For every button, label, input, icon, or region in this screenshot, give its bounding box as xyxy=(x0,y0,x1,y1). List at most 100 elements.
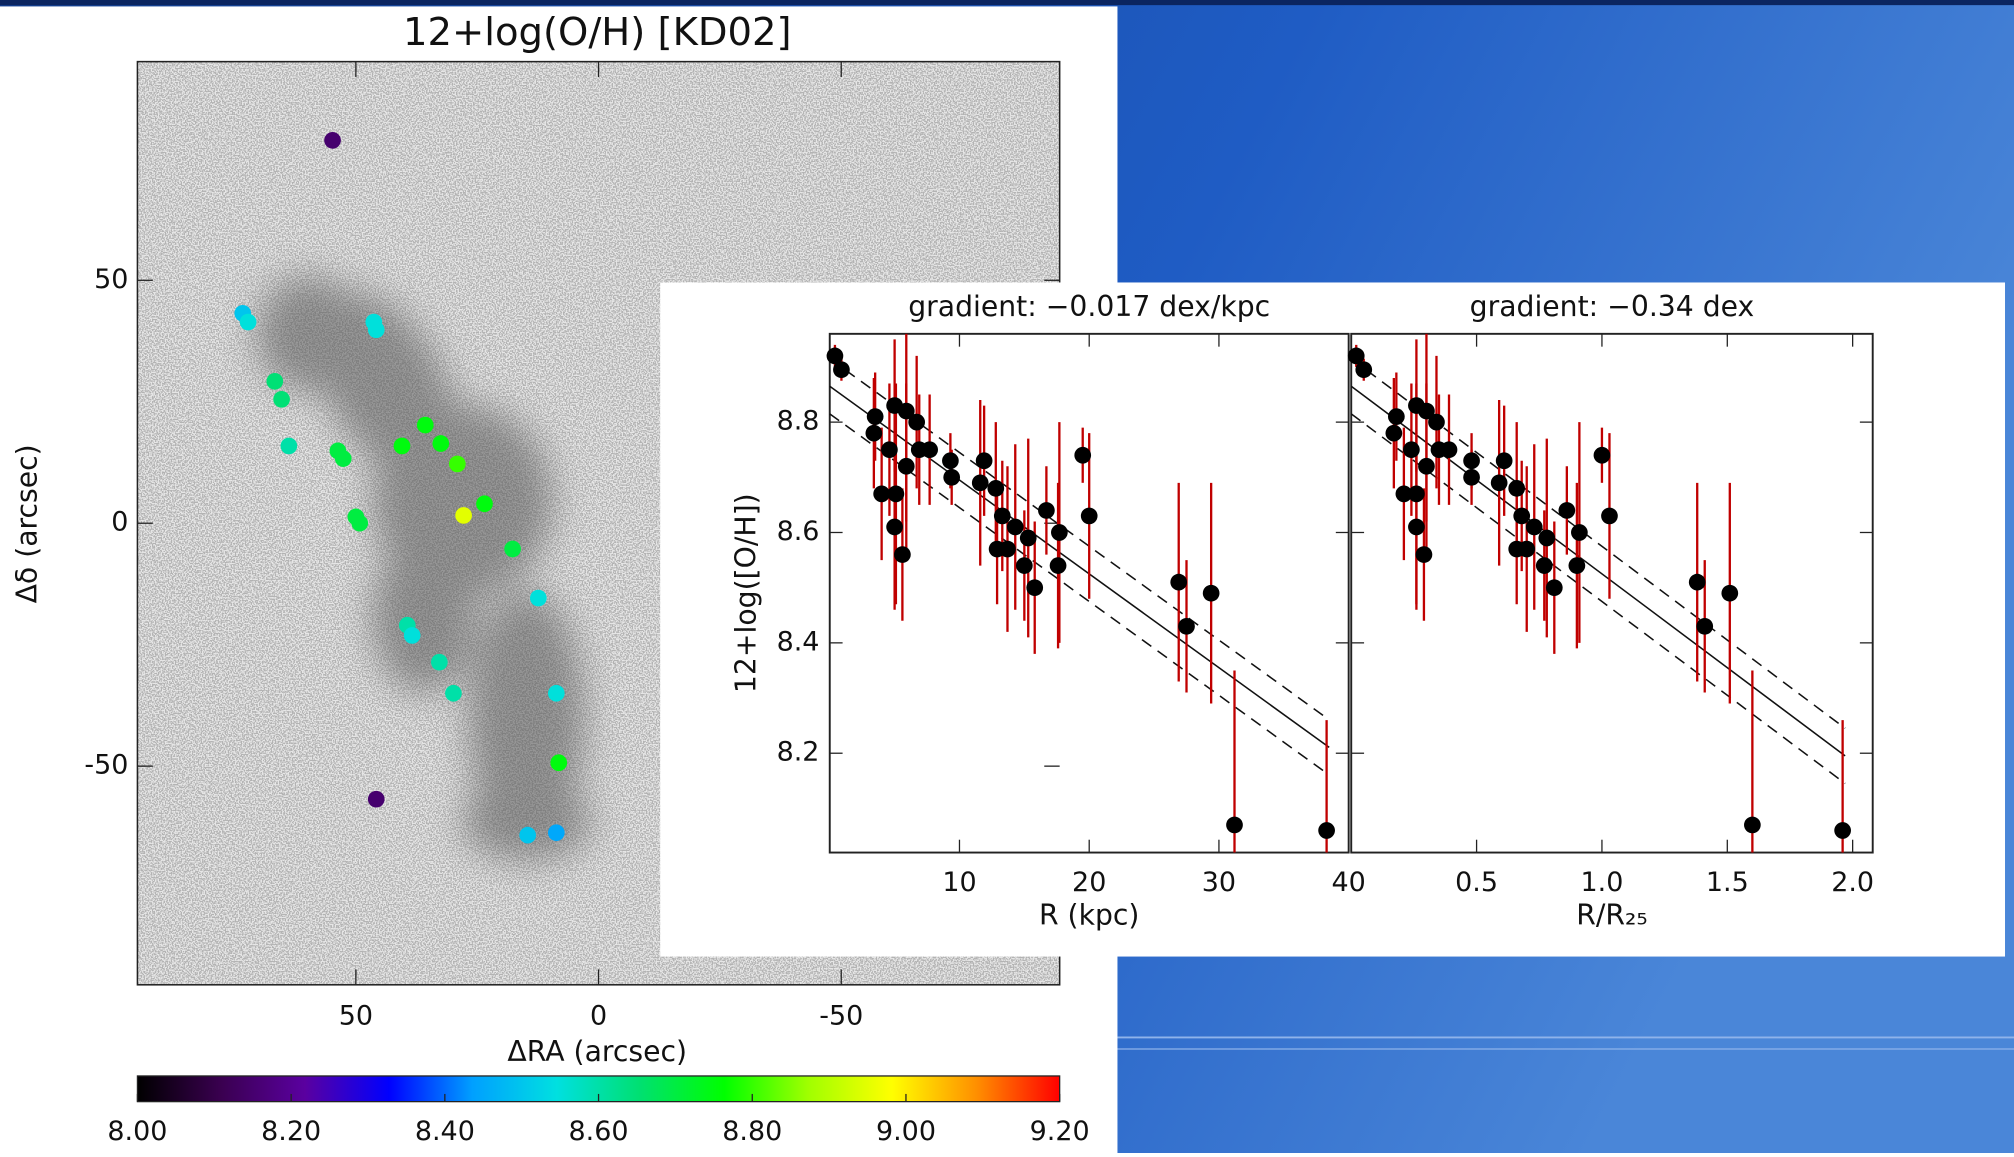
x-tick-label: 40 xyxy=(1332,867,1366,898)
region-point xyxy=(351,514,369,532)
data-point xyxy=(1593,446,1611,464)
region-point xyxy=(445,684,462,702)
colorbar-tick-label: 8.80 xyxy=(722,1116,782,1147)
data-point xyxy=(1696,617,1714,635)
colorbar-tick-label: 8.20 xyxy=(261,1116,321,1147)
data-point xyxy=(873,485,890,503)
data-point xyxy=(1395,485,1413,503)
x-tick-label: 1.5 xyxy=(1706,867,1749,898)
data-point xyxy=(1535,557,1553,574)
data-point xyxy=(881,441,898,459)
x-tick-label: 50 xyxy=(339,1000,373,1031)
data-point xyxy=(1568,557,1586,574)
y-tick-label: 8.4 xyxy=(777,626,820,657)
data-point xyxy=(1408,485,1425,503)
x-axis-title: ΔRA (arcsec) xyxy=(507,1035,687,1068)
gradient-panel xyxy=(660,282,2006,957)
x-tick-label: 1.0 xyxy=(1581,867,1624,898)
data-point xyxy=(1415,546,1433,563)
data-point xyxy=(1545,579,1563,597)
region-point xyxy=(547,684,565,702)
region-point xyxy=(448,455,466,473)
region-point xyxy=(273,390,290,408)
map-title: 12+log(O/H) [KD02] xyxy=(403,10,792,55)
data-point xyxy=(1074,446,1092,464)
region-point xyxy=(403,627,421,644)
data-point xyxy=(1347,347,1365,365)
data-point xyxy=(1408,518,1425,536)
colorbar-tick-label: 9.00 xyxy=(876,1116,936,1147)
data-point xyxy=(1834,822,1851,839)
data-point xyxy=(1744,816,1761,834)
x-tick-label: 10 xyxy=(942,867,976,898)
data-point xyxy=(1318,822,1335,839)
y-tick-label: 8.2 xyxy=(777,737,820,768)
y-tick-label: -50 xyxy=(84,750,128,781)
top-bar xyxy=(0,0,2014,6)
colorbar-tick-label: 8.00 xyxy=(107,1116,167,1147)
data-point xyxy=(1355,361,1373,379)
data-point xyxy=(1178,617,1195,635)
data-point xyxy=(1226,816,1243,834)
data-point xyxy=(971,474,989,492)
data-point xyxy=(887,485,905,503)
data-point xyxy=(993,507,1011,525)
fit-scatter-line xyxy=(829,413,1330,776)
y-tick-label: 8.6 xyxy=(777,516,820,547)
x-tick-label: 0 xyxy=(590,1000,607,1031)
data-point xyxy=(1388,408,1405,425)
x-tick-label: 20 xyxy=(1072,867,1106,898)
data-point xyxy=(1170,573,1188,591)
data-point xyxy=(1688,573,1706,591)
y-tick-label: 8.8 xyxy=(777,406,820,437)
data-point xyxy=(886,518,903,536)
colorbar-tick-label: 9.20 xyxy=(1030,1116,1090,1147)
data-point xyxy=(1525,518,1543,536)
plot-title: gradient: −0.34 dex xyxy=(1470,290,1755,323)
y-tick-label: 0 xyxy=(111,507,128,538)
data-point xyxy=(942,452,959,470)
region-point xyxy=(432,435,450,452)
y-axis-title: Δδ (arcsec) xyxy=(10,444,43,603)
plot-title: gradient: −0.017 dex/kpc xyxy=(908,290,1270,323)
x-tick-label: 2.0 xyxy=(1831,867,1874,898)
data-point xyxy=(1019,529,1037,547)
region-point xyxy=(280,437,298,455)
region-point xyxy=(547,824,565,842)
data-point xyxy=(1418,402,1435,420)
data-point xyxy=(1026,579,1044,597)
data-point xyxy=(1440,441,1458,459)
data-point xyxy=(1513,507,1531,525)
region-point xyxy=(367,321,385,339)
region-point xyxy=(430,653,448,671)
region-point xyxy=(455,507,472,524)
data-point xyxy=(1721,584,1739,602)
x-tick-label: 30 xyxy=(1202,867,1236,898)
data-point xyxy=(1463,452,1480,470)
colorbar-tick-label: 8.40 xyxy=(415,1116,475,1147)
data-point xyxy=(943,468,961,486)
data-point xyxy=(1418,457,1435,475)
y-tick-label: 50 xyxy=(94,264,128,295)
data-point xyxy=(866,408,884,425)
data-point xyxy=(987,479,1005,497)
x-tick-label: -50 xyxy=(819,1000,863,1031)
data-point xyxy=(1006,518,1024,536)
data-point xyxy=(1428,413,1445,431)
data-point xyxy=(1080,507,1098,525)
region-point xyxy=(239,313,257,331)
data-point xyxy=(1518,540,1536,558)
region-point xyxy=(393,437,411,455)
data-point xyxy=(865,424,883,442)
data-point xyxy=(1571,524,1588,541)
data-point xyxy=(999,540,1016,558)
region-point xyxy=(367,790,385,808)
data-point xyxy=(1015,557,1033,574)
x-axis-title: R/R₂₅ xyxy=(1576,899,1647,932)
region-point xyxy=(519,826,537,844)
colorbar-tick-label: 8.60 xyxy=(569,1116,629,1147)
x-tick-label: 0.5 xyxy=(1455,867,1498,898)
data-point xyxy=(897,457,915,475)
data-point xyxy=(921,441,938,459)
